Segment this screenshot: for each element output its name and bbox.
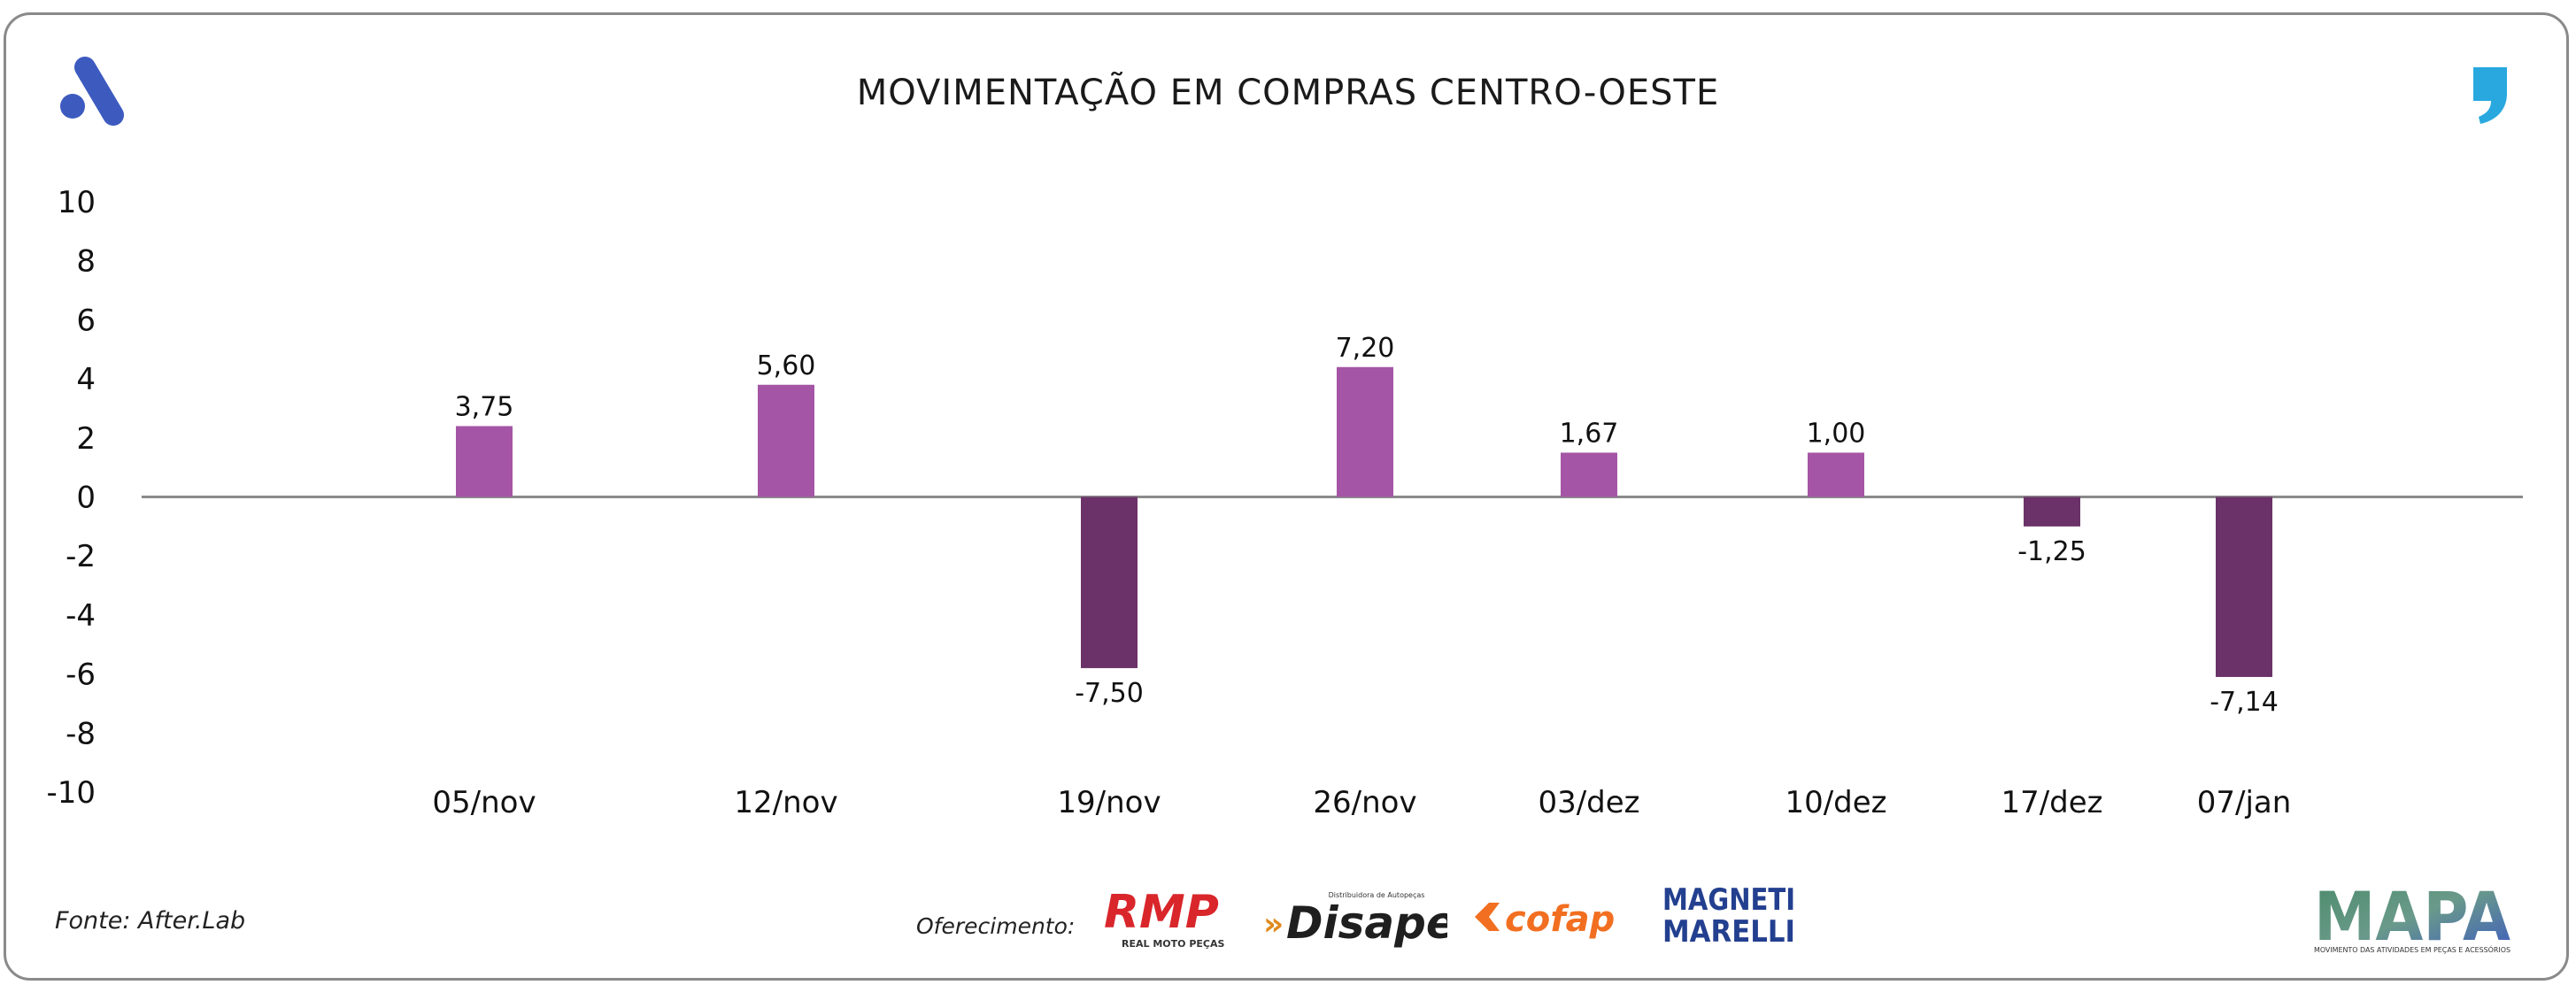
data-label: 5,60 (757, 350, 816, 381)
data-label: -7,50 (1075, 678, 1144, 709)
magneti-logo-text: MAGNETI (1662, 882, 1795, 918)
category-label: 26/nov (1313, 785, 1416, 820)
disape-tagline: Distribuidora de Autopeças (1329, 891, 1425, 899)
mapa-tagline: MOVIMENTO DAS ATIVIDADES EM PEÇAS E ACES… (2314, 944, 2510, 954)
y-tick-label: -2 (66, 539, 96, 574)
category-label: 03/dez (1538, 785, 1639, 820)
chart-title: MOVIMENTAÇÃO EM COMPRAS CENTRO-OESTE (856, 73, 1720, 113)
disape-logo-text: Disape (1286, 897, 1447, 949)
y-tick-label: 4 (76, 362, 96, 397)
data-label: 1,00 (1807, 418, 1866, 449)
y-tick-label: 2 (76, 421, 96, 457)
bar (456, 426, 513, 497)
category-label: 17/dez (2001, 785, 2102, 820)
bar (2024, 496, 2080, 527)
quote-mark-icon (2473, 67, 2507, 124)
y-tick-label: 8 (76, 244, 96, 280)
bar (1081, 496, 1138, 668)
category-label: 05/nov (432, 785, 536, 820)
bar (1808, 452, 1864, 497)
category-label: 19/nov (1057, 785, 1161, 820)
disape-logo-icon: Distribuidora de Autopeças » Disape (1263, 891, 1447, 949)
svg-text:»: » (1263, 906, 1284, 943)
sponsor-label: Oferecimento: (916, 913, 1076, 939)
data-label: 1,67 (1560, 418, 1619, 449)
cofap-logo-icon: cofap (1475, 899, 1615, 940)
y-tick-label: -6 (66, 658, 96, 693)
y-tick-label: -8 (66, 716, 96, 751)
after-lab-logo-icon (60, 57, 124, 126)
magneti-marelli-logo-icon: MAGNETI MARELLI (1662, 882, 1795, 947)
rmp-tagline: REAL MOTO PEÇAS (1122, 938, 1224, 950)
y-tick-label: -10 (46, 775, 96, 811)
source-note: Fonte: After.Lab (55, 907, 246, 935)
data-label: 3,75 (455, 391, 514, 422)
data-label: -7,14 (2210, 687, 2279, 718)
category-label: 12/nov (734, 785, 837, 820)
marelli-logo-text: MARELLI (1662, 914, 1795, 947)
rmp-logo-icon: RMP REAL MOTO PEÇAS (1104, 889, 1224, 950)
bar (758, 384, 814, 497)
y-tick-label: 6 (76, 303, 96, 338)
y-tick-label: -4 (66, 598, 96, 634)
rmp-logo-text: RMP (1104, 889, 1219, 939)
y-tick-label: 0 (76, 481, 96, 516)
bar (1337, 366, 1393, 497)
bar (1561, 452, 1617, 497)
category-label: 07/jan (2197, 785, 2292, 820)
cofap-logo-text: cofap (1505, 899, 1615, 940)
data-label: 7,20 (1336, 333, 1395, 364)
y-tick-label: 10 (58, 185, 96, 220)
mapa-logo-icon: MAPA MOVIMENTO DAS ATIVIDADES EM PEÇAS E… (2314, 881, 2510, 956)
bar (2216, 496, 2272, 677)
category-label: 10/dez (1785, 785, 1886, 820)
data-label: -1,25 (2017, 536, 2086, 567)
mapa-logo-text: MAPA (2314, 881, 2510, 956)
